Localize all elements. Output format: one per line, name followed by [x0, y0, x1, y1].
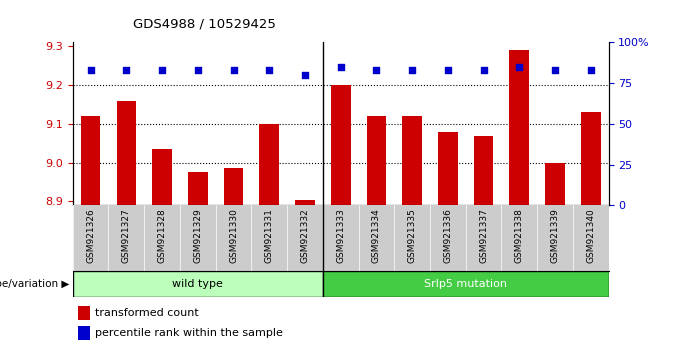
Bar	[545, 163, 565, 205]
Text: GSM921333: GSM921333	[336, 209, 345, 263]
Text: genotype/variation ▶: genotype/variation ▶	[0, 279, 69, 289]
Point	[264, 67, 275, 73]
Bar	[116, 101, 136, 205]
Bar	[331, 85, 350, 205]
Text: GSM921329: GSM921329	[193, 209, 202, 263]
Bar	[474, 136, 494, 205]
Text: GSM921338: GSM921338	[515, 209, 524, 263]
Text: GSM921339: GSM921339	[551, 209, 560, 263]
Point	[371, 67, 382, 73]
Bar	[323, 271, 609, 297]
Bar	[224, 169, 243, 205]
Bar	[509, 50, 529, 205]
Bar	[295, 200, 315, 205]
Text: transformed count: transformed count	[95, 308, 199, 318]
Text: percentile rank within the sample: percentile rank within the sample	[95, 328, 283, 338]
Text: GSM921340: GSM921340	[586, 209, 595, 263]
Point	[228, 67, 239, 73]
Text: GSM921330: GSM921330	[229, 209, 238, 263]
Bar	[78, 306, 90, 320]
Point	[121, 67, 132, 73]
Point	[299, 72, 310, 78]
Text: wild type: wild type	[172, 279, 223, 289]
Bar	[81, 116, 101, 205]
Bar	[581, 112, 600, 205]
Point	[192, 67, 203, 73]
Bar	[188, 172, 207, 205]
Text: GSM921331: GSM921331	[265, 209, 274, 263]
Text: GSM921335: GSM921335	[407, 209, 417, 263]
Point	[85, 67, 96, 73]
Point	[335, 64, 346, 70]
Text: GSM921332: GSM921332	[301, 209, 309, 263]
Point	[514, 64, 525, 70]
Point	[443, 67, 454, 73]
Bar	[73, 271, 323, 297]
Text: GSM921327: GSM921327	[122, 209, 131, 263]
Text: GSM921328: GSM921328	[158, 209, 167, 263]
Point	[156, 67, 167, 73]
Point	[585, 67, 596, 73]
Point	[549, 67, 560, 73]
Text: GSM921326: GSM921326	[86, 209, 95, 263]
Bar	[367, 116, 386, 205]
Text: GDS4988 / 10529425: GDS4988 / 10529425	[133, 17, 275, 30]
Point	[407, 67, 418, 73]
Bar	[259, 124, 279, 205]
Text: GSM921336: GSM921336	[443, 209, 452, 263]
Bar	[403, 116, 422, 205]
Point	[478, 67, 489, 73]
Bar	[152, 149, 172, 205]
Text: GSM921334: GSM921334	[372, 209, 381, 263]
Text: GSM921337: GSM921337	[479, 209, 488, 263]
Bar	[78, 326, 90, 340]
Bar	[438, 132, 458, 205]
Text: Srlp5 mutation: Srlp5 mutation	[424, 279, 507, 289]
